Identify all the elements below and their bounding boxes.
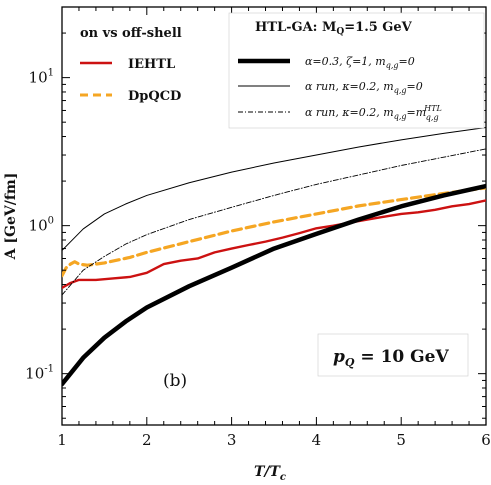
- legend-label-iehtl: IEHTL: [128, 57, 175, 72]
- x-tick-label: 3: [227, 431, 237, 449]
- series-layer: [62, 127, 486, 387]
- panel-label: (b): [163, 371, 187, 391]
- legend-label-dpqcd: DpQCD: [128, 89, 181, 104]
- legend-label-dashdot: α run, κ=0.2, mq,g=mHTL q,g: [305, 104, 442, 122]
- momentum-annotation-text: pQ = 10 GeV: [333, 347, 449, 369]
- legend-right-title: HTL-GA: MQ=1.5 GeV: [255, 20, 413, 37]
- momentum-annotation: pQ = 10 GeV: [317, 333, 469, 377]
- x-tick-label: 5: [396, 431, 406, 449]
- x-tick-label: 1: [57, 431, 67, 449]
- x-tick-label: 2: [142, 431, 152, 449]
- momentum-annotation-box: [317, 333, 469, 377]
- y-tick-label: 101: [29, 68, 54, 87]
- y-tick-label: 10-1: [25, 364, 54, 383]
- legend-label-thick: α=0.3, ζ=1, mq,g=0: [305, 55, 415, 70]
- legend-right-box: [228, 12, 485, 129]
- series-htl-dashdot: [62, 148, 486, 296]
- ticks-layer: 1 2 3 4 5 6 10-1 100 101: [25, 6, 491, 449]
- legend-right: HTL-GA: MQ=1.5 GeV α=0.3, ζ=1, mq,g=0 α …: [228, 12, 485, 129]
- legend-left: on vs off-shell IEHTL DpQCD: [80, 26, 182, 104]
- series-htl-thin: [62, 127, 486, 251]
- series-htl-thick: [62, 183, 486, 387]
- x-tick-label: 4: [312, 431, 322, 449]
- legend-label-thin: α run, κ=0.2, mq,g=0: [305, 80, 423, 95]
- plot-frame: [61, 6, 487, 426]
- series-iehtl: [62, 199, 486, 290]
- y-axis-label: A [GeV/fm]: [3, 173, 19, 261]
- x-tick-label: 6: [481, 431, 491, 449]
- series-dpqcd: [62, 186, 486, 278]
- y-tick-label: 100: [29, 216, 54, 235]
- legend-left-title: on vs off-shell: [80, 26, 182, 41]
- x-axis-label: T/Tc: [254, 464, 286, 483]
